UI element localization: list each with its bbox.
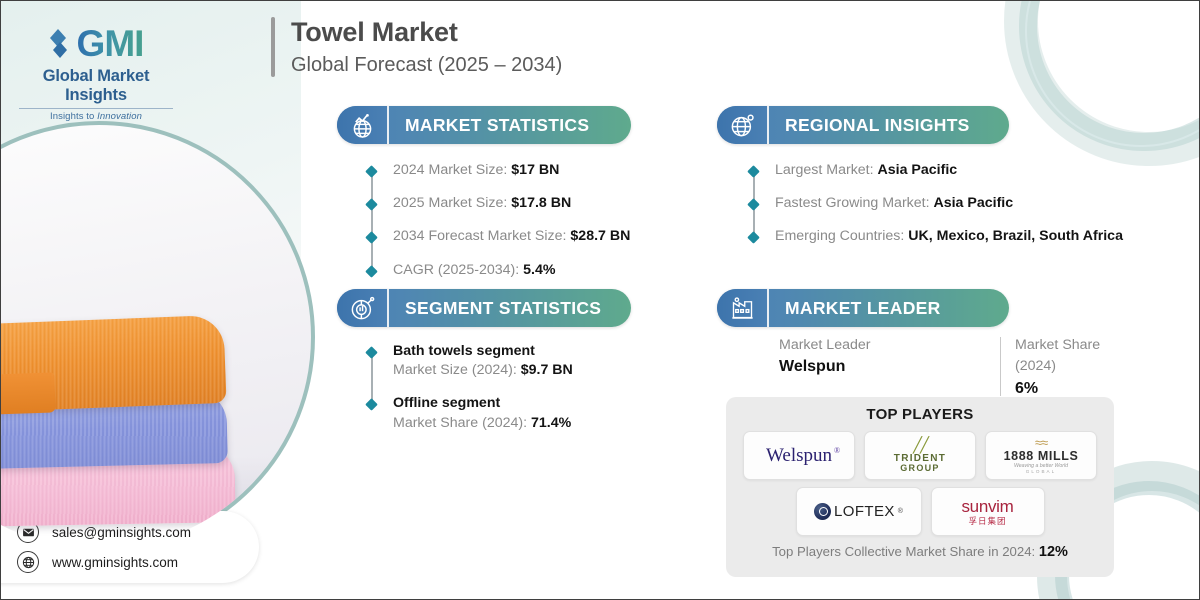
player-logo-sunvim[interactable]: sunvim 孚日集团 — [930, 487, 1045, 536]
bullet-diamond-icon — [747, 165, 760, 178]
globe-pin-icon — [717, 106, 769, 144]
donut-chart-icon — [337, 289, 389, 327]
market-statistics-list: 2024 Market Size: $17 BN 2025 Market Siz… — [365, 161, 687, 280]
bullet-diamond-icon — [747, 231, 760, 245]
regional-insights-list: Largest Market: Asia Pacific Fastest Gro… — [747, 161, 1149, 247]
player-logo-trident-group[interactable]: ╱╱ TRIDENT GROUP — [864, 431, 976, 480]
top-players-row: Welspun ® ╱╱ TRIDENT GROUP ≈≈ 1888 MILLS … — [743, 431, 1097, 480]
top-players-collective-share: Top Players Collective Market Share in 2… — [772, 544, 1068, 560]
list-item: 2034 Forecast Market Size: $28.7 BN — [365, 227, 687, 246]
logo-tagline: Insights to Innovation — [50, 111, 142, 122]
section-header-market-leader: MARKET LEADER — [717, 289, 1009, 327]
player-logo-welspun[interactable]: Welspun ® — [743, 431, 855, 480]
section-header-segment-statistics: SEGMENT STATISTICS — [337, 289, 631, 327]
list-item: CAGR (2025-2034): 5.4% — [365, 261, 687, 280]
logo-company-name: Global Market Insights — [42, 67, 150, 104]
globe-chart-icon — [337, 106, 389, 144]
market-leader-name-block: Market Leader Welspun — [779, 335, 1000, 376]
top-players-title: TOP PLAYERS — [866, 406, 974, 423]
top-players-row: LOFTEX ® sunvim 孚日集团 — [795, 487, 1045, 536]
logo-text: GMI — [76, 23, 145, 64]
list-item: 2025 Market Size: $17.8 BN — [365, 194, 687, 213]
contact-website: www.gminsights.com — [52, 554, 179, 570]
player-logo-loftex[interactable]: LOFTEX ® — [795, 487, 922, 536]
list-item: Bath towels segment Market Size (2024): … — [365, 342, 687, 380]
page-subtitle: Global Forecast (2025 – 2034) — [291, 54, 563, 76]
top-players-panel: TOP PLAYERS Welspun ® ╱╱ TRIDENT GROUP ≈≈ — [726, 397, 1114, 577]
vertical-divider — [1000, 337, 1002, 396]
towel-product-image — [1, 121, 315, 553]
bullet-diamond-icon — [365, 398, 378, 412]
market-share-label: Market Share (2024) — [1015, 337, 1101, 375]
section-label-market-statistics: MARKET STATISTICS — [405, 114, 590, 135]
market-leader-detail: Market Leader Welspun Market Share (2024… — [779, 335, 1139, 398]
bullet-diamond-icon — [365, 264, 378, 278]
towel-stack — [1, 125, 311, 549]
section-label-regional-insights: REGIONAL INSIGHTS — [785, 114, 970, 135]
market-share-block: Market Share (2024) 6% — [1015, 335, 1139, 398]
market-share-value: 6% — [1015, 379, 1039, 397]
page-title: Towel Market — [291, 17, 458, 47]
gmi-logo: GMI Global Market Insights Insights to I… — [15, 25, 177, 122]
logo-divider — [19, 108, 173, 109]
contact-website-row[interactable]: www.gminsights.com — [17, 551, 259, 573]
bullet-diamond-icon — [365, 165, 378, 178]
top-players-grid: Welspun ® ╱╱ TRIDENT GROUP ≈≈ 1888 MILLS … — [738, 431, 1102, 536]
timeline-connector — [371, 169, 373, 269]
section-label-segment-statistics: SEGMENT STATISTICS — [405, 297, 602, 318]
page-title-block: Towel Market Global Forecast (2025 – 203… — [271, 17, 562, 77]
player-logo-1888-mills[interactable]: ≈≈ 1888 MILLS Weaving a better World GLO… — [985, 431, 1097, 480]
title-accent-bar — [271, 17, 275, 77]
list-item: Emerging Countries: UK, Mexico, Brazil, … — [747, 227, 1149, 246]
diamond-icon — [49, 28, 67, 58]
factory-icon — [717, 289, 769, 327]
list-item: Offline segment Market Share (2024): 71.… — [365, 394, 687, 432]
market-leader-label: Market Leader — [779, 337, 871, 353]
segment-statistics-list: Bath towels segment Market Size (2024): … — [365, 342, 687, 433]
towel-orange-fold — [1, 372, 56, 418]
section-label-market-leader: MARKET LEADER — [785, 297, 941, 318]
section-header-regional-insights: REGIONAL INSIGHTS — [717, 106, 1009, 144]
list-item: 2024 Market Size: $17 BN — [365, 161, 687, 180]
list-item: Fastest Growing Market: Asia Pacific — [747, 194, 1149, 213]
bullet-diamond-icon — [365, 198, 378, 212]
loftex-orb-icon — [814, 503, 832, 520]
bullet-diamond-icon — [365, 346, 378, 359]
section-header-market-statistics: MARKET STATISTICS — [337, 106, 631, 144]
list-item: Largest Market: Asia Pacific — [747, 161, 1149, 180]
logo-mark: GMI — [15, 25, 177, 62]
timeline-connector — [371, 350, 373, 406]
bullet-diamond-icon — [365, 231, 378, 245]
contact-email: sales@gminsights.com — [52, 524, 192, 540]
globe-icon — [17, 551, 39, 573]
market-leader-value: Welspun — [779, 358, 846, 376]
bullet-diamond-icon — [747, 198, 760, 212]
